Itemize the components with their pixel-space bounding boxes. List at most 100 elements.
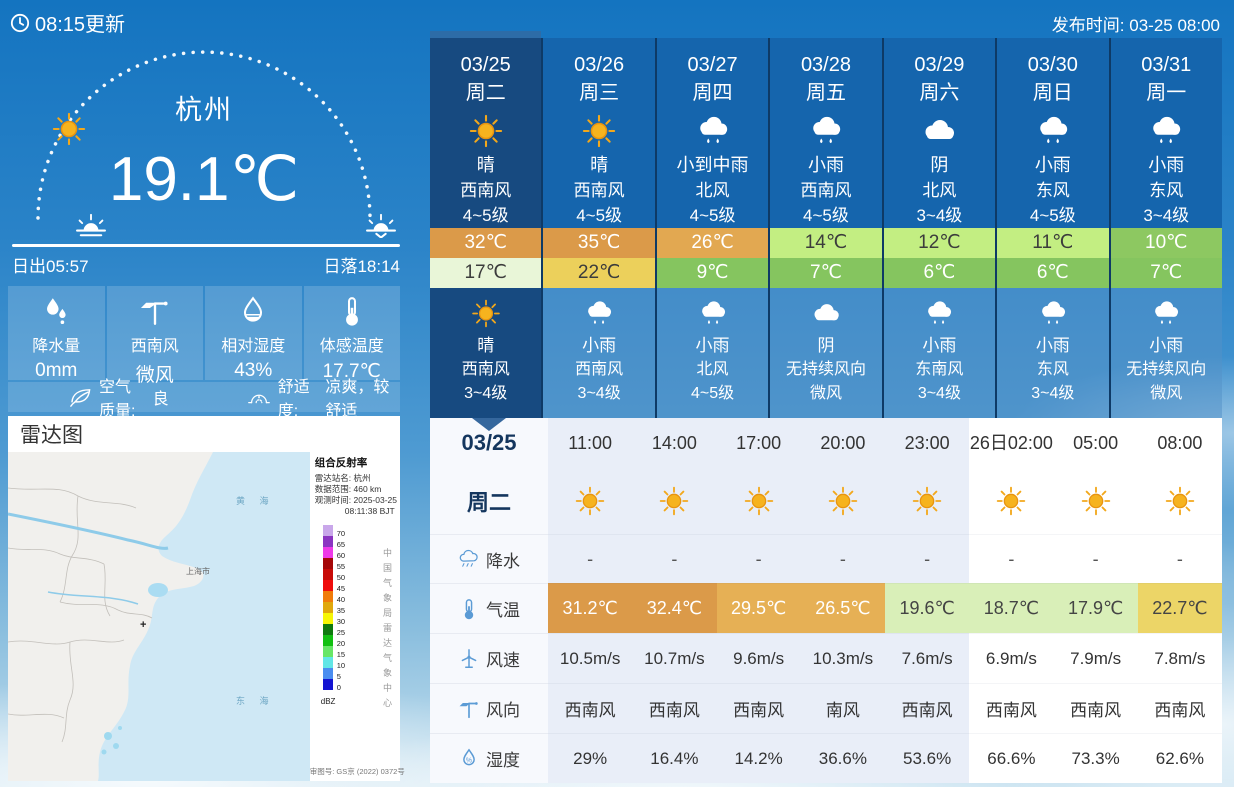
- hourly-temp: 31.2℃: [548, 583, 633, 633]
- hourly-column: 17:00 - 29.5℃ 9.6m/s 西南风 14.2%: [716, 418, 801, 783]
- forecast-day-wind: 东风: [1035, 181, 1070, 200]
- forecast-day-wind-level: 4~5级: [462, 206, 509, 225]
- gauge-icon: [247, 386, 271, 408]
- forecast-night-weather: [809, 295, 843, 331]
- forecast-night-wind-level: 3~4级: [1031, 385, 1075, 402]
- colorbar-segment: 25: [322, 624, 397, 637]
- forecast-day-weather: [1146, 111, 1186, 150]
- comfort-value: 凉爽，较舒适: [325, 379, 390, 420]
- hourly-precip: -: [632, 534, 717, 583]
- forecast-day-condition: 小雨: [1034, 155, 1071, 175]
- colorbar-segment: 10: [322, 657, 397, 670]
- raindrops-icon: [40, 295, 72, 327]
- forecast-date: 03/25: [460, 54, 511, 76]
- update-time: 08:15更新: [10, 8, 125, 37]
- forecast-date: 03/29: [914, 54, 965, 76]
- comfort-level: 舒适度: 凉爽，较舒适: [247, 373, 400, 421]
- forecast-night-wind: 西南风: [461, 361, 510, 378]
- forecast-night-condition: 小雨: [695, 336, 730, 355]
- forecast-night-condition: 小雨: [922, 336, 957, 355]
- hourly-column: 26日02:00 - 18.7℃ 6.9m/s 西南风 66.6%: [969, 418, 1054, 783]
- horizon-line: [12, 244, 400, 247]
- thermometer-icon: [336, 295, 368, 327]
- forecast-day-weather: [919, 111, 959, 150]
- colorbar-segment: 40: [322, 591, 397, 604]
- forecast-low-temp: 22℃: [543, 258, 655, 288]
- rain-icon: [806, 114, 846, 148]
- forecast-night-block: 晴 西南风 3~4级: [430, 288, 542, 418]
- hourly-humidity: 36.6%: [800, 733, 885, 783]
- forecast-day-weather: [693, 111, 733, 150]
- forecast-night-wind: 东风: [1036, 361, 1069, 378]
- forecast-day-weather: [579, 111, 619, 150]
- forecast-day-wind-level: 4~5级: [689, 206, 736, 225]
- colorbar-segment: 20: [322, 635, 397, 648]
- sun-icon: [575, 486, 605, 516]
- hourly-columns: 11:00 - 31.2℃ 10.5m/s 西南风 29% 14:00 - 32…: [548, 418, 1222, 783]
- forecast-date: 03/31: [1141, 54, 1192, 76]
- hourly-time: 17:00: [736, 433, 782, 453]
- forecast-day-column[interactable]: 03/26 周三 晴 西南风 4~5级 35℃ 22℃ 小雨 西南风 3~4级: [541, 38, 655, 418]
- forecast-night-wind: 无持续风向: [785, 361, 866, 378]
- radar-title: 雷达图: [8, 416, 400, 452]
- rain-icon: [1036, 299, 1070, 328]
- humidity-icon: [237, 295, 269, 327]
- colorbar-segment: 70: [322, 525, 397, 538]
- hourly-weather: [885, 468, 969, 534]
- hourly-time: 20:00: [820, 433, 866, 453]
- forecast-weekday: 周四: [692, 82, 733, 104]
- colorbar-segment: 65: [322, 536, 397, 549]
- rain-icon: [693, 114, 733, 148]
- sunset-label: 日落18:14: [323, 257, 400, 276]
- map-approval-number: 审图号: GS京 (2022) 0372号: [309, 767, 405, 776]
- radar-body: 上海市 黄 海 东 海 + 组合反射率 雷达站名: 杭州 数据范围: 460 k…: [8, 452, 405, 781]
- forecast-day-column[interactable]: 03/25 周二 晴 西南风 4~5级 32℃ 17℃ 晴 西南风 3~4级: [430, 31, 542, 418]
- hourly-humidity: 29%: [548, 733, 633, 783]
- colorbar-segment: 0: [322, 679, 397, 692]
- map-label-east-sea: 东 海: [236, 695, 275, 706]
- hourly-temp: 32.4℃: [632, 583, 717, 633]
- colorbar-segment: 35: [322, 602, 397, 615]
- hourly-time: 14:00: [651, 433, 697, 453]
- forecast-daytime-block: 03/28 周五 小雨 西南风 4~5级: [770, 38, 882, 228]
- forecast-day-column[interactable]: 03/28 周五 小雨 西南风 4~5级 14℃ 7℃ 阴 无持续风向 微风: [768, 38, 882, 418]
- forecast-day-wind: 西南风: [800, 181, 852, 200]
- rain-cloud-icon: [458, 548, 480, 570]
- rain-icon: [1033, 114, 1073, 148]
- forecast-day-column[interactable]: 03/27 周四 小到中雨 北风 4~5级 26℃ 9℃ 小雨 北风 4~5级: [654, 38, 769, 418]
- forecast-night-block: 小雨 东风 3~4级: [997, 288, 1109, 418]
- forecast-day-column[interactable]: 03/30 周日 小雨 东风 4~5级 11℃ 6℃ 小雨 东风 3~4级: [995, 38, 1109, 418]
- forecast-night-wind: 北风: [696, 361, 729, 378]
- forecast-day-condition: 小雨: [807, 155, 844, 175]
- forecast-low-temp: 9℃: [656, 258, 769, 288]
- sun-icon: [579, 114, 619, 148]
- forecast-day-weather: [806, 111, 846, 150]
- hourly-wind-dir: 南风: [800, 683, 885, 733]
- sun-icon: [744, 486, 774, 516]
- sun-icon: [1081, 486, 1111, 516]
- forecast-day-column[interactable]: 03/31 周一 小雨 东风 3~4级 10℃ 7℃ 小雨 无持续风向 微风: [1108, 38, 1222, 418]
- forecast-night-block: 小雨 无持续风向 微风: [1110, 288, 1222, 418]
- forecast-day-column[interactable]: 03/29 周六 阴 北风 3~4级 12℃ 6℃ 小雨 东南风 3~4级: [881, 38, 996, 418]
- metric-value: 43%: [234, 360, 273, 381]
- radar-site-marker: +: [140, 619, 146, 631]
- forecast-weekday: 周六: [919, 82, 960, 104]
- reflectivity-colorbar: 70 65 60 55 50 45 40 35 30 25 20 15 10 5…: [322, 525, 397, 692]
- rain-icon: [922, 299, 956, 328]
- forecast-weekday: 周三: [579, 82, 620, 104]
- forecast-day-wind: 西南风: [573, 181, 625, 200]
- forecast-night-wind-level: 3~4级: [464, 385, 508, 402]
- forecast-night-condition: 晴: [477, 336, 495, 355]
- forecast-weekday: 周日: [1032, 82, 1073, 104]
- forecast-high-temp: 11℃: [997, 228, 1109, 258]
- forecast-night-wind-level: 3~4级: [577, 385, 621, 402]
- hourly-precip: -: [548, 534, 633, 583]
- forecast-daytime-block: 03/29 周六 阴 北风 3~4级: [883, 38, 996, 228]
- comfort-label: 舒适度:: [277, 379, 310, 420]
- colorbar-segment: 15: [322, 646, 397, 659]
- map-label-shanghai: 上海市: [186, 566, 210, 576]
- hourly-temp: 17.9℃: [1053, 583, 1138, 633]
- forecast-daytime-block: 03/26 周三 晴 西南风 4~5级: [543, 38, 655, 228]
- metric-cell: 降水量 0mm: [8, 286, 105, 381]
